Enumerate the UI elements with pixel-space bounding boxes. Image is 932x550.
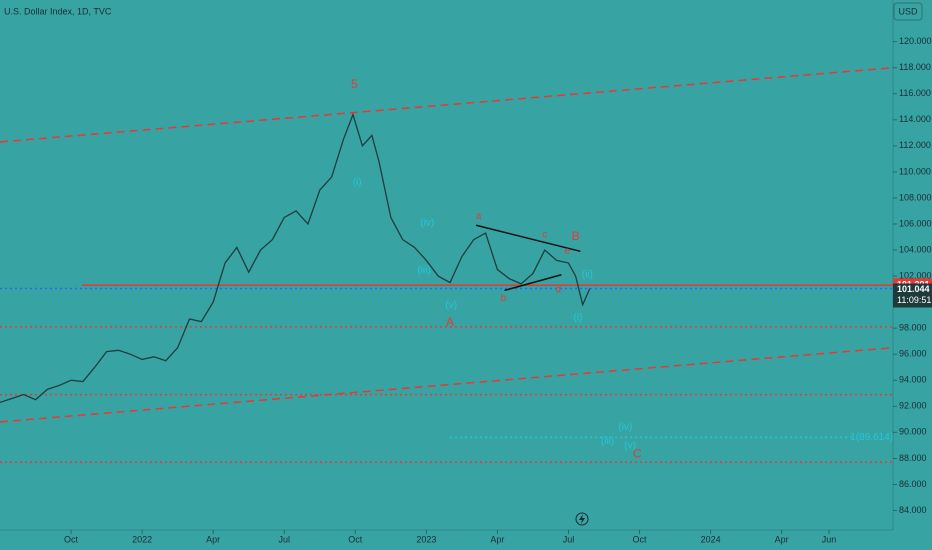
y-tick-label: 102.000 [899,270,932,280]
wave-label: (iii) [417,265,430,276]
y-tick-label: 120.000 [899,36,932,46]
y-tick-label: 92.000 [899,401,927,411]
x-tick-label: Apr [490,534,504,544]
wave-label: C [633,447,642,461]
x-tick-label: Jun [822,534,837,544]
event-bolt [579,514,585,524]
y-tick-label: 110.000 [899,166,931,176]
chart-title: U.S. Dollar Index, 1D, TVC [4,6,112,16]
price-label: 101.044 [897,284,930,294]
y-tick-label: 84.000 [899,505,927,515]
y-tick-label: 104.000 [899,244,932,254]
price-badge [893,283,932,308]
x-tick-label: Apr [775,534,789,544]
event-icon[interactable] [575,512,589,526]
y-tick-label: 116.000 [899,88,931,98]
trend-line [0,66,893,143]
currency[interactable]: USD [898,6,918,16]
wave-label: (i) [574,312,583,323]
x-tick-label: Oct [348,534,363,544]
currency-box[interactable] [893,2,923,21]
y-tick-label: 98.000 [899,323,927,333]
wave-label: B [572,229,580,243]
wave-label: A [446,315,454,329]
trend-line [475,224,581,253]
x-tick-label: 2023 [416,534,436,544]
y-tick-label: 90.000 [899,427,927,437]
wave-label: (v) [445,300,457,311]
wave-label: (iii) [601,436,614,447]
wave-label: d [556,284,562,295]
y-tick-label: 118.000 [899,62,931,72]
countdown: 11:09:51 [897,295,931,305]
x-tick-label: Jul [563,534,575,544]
x-tick-label: Apr [206,534,220,544]
y-tick-label: 112.000 [899,140,931,150]
y-tick-label: 106.000 [899,218,932,228]
wave-label: e [565,246,571,257]
wave-label: c [542,230,547,241]
wave-label: b [501,293,507,304]
y-tick-label: 94.000 [899,375,927,385]
wave-label: 1(89.614) [850,432,893,443]
wave-label: 5 [351,77,358,91]
wave-label: (ii) [582,269,593,280]
x-tick-label: 2024 [701,534,721,544]
wave-label: (iv) [618,422,632,433]
wave-label: (v) [624,441,636,452]
y-tick-label: 86.000 [899,479,927,489]
trend-line [0,346,893,423]
wave-label: (iv) [420,217,434,228]
price-line [0,112,591,404]
x-tick-label: Oct [64,534,79,544]
wave-label: (i) [353,177,362,188]
x-tick-label: 2022 [132,534,152,544]
plot: 5 (i) (iv) (iii) (v) Aa b c d eB (ii) (i) (iv) (iii) (… [0,66,893,464]
wave-label: a [476,211,482,222]
y-tick-label: 88.000 [899,453,927,463]
x-tick-label: Oct [633,534,648,544]
trend-line [504,274,562,292]
y-tick-label: 114.000 [899,114,931,124]
y-tick-label: 96.000 [899,349,927,359]
y-tick-label: 108.000 [899,192,932,202]
x-tick-label: Jul [278,534,290,544]
